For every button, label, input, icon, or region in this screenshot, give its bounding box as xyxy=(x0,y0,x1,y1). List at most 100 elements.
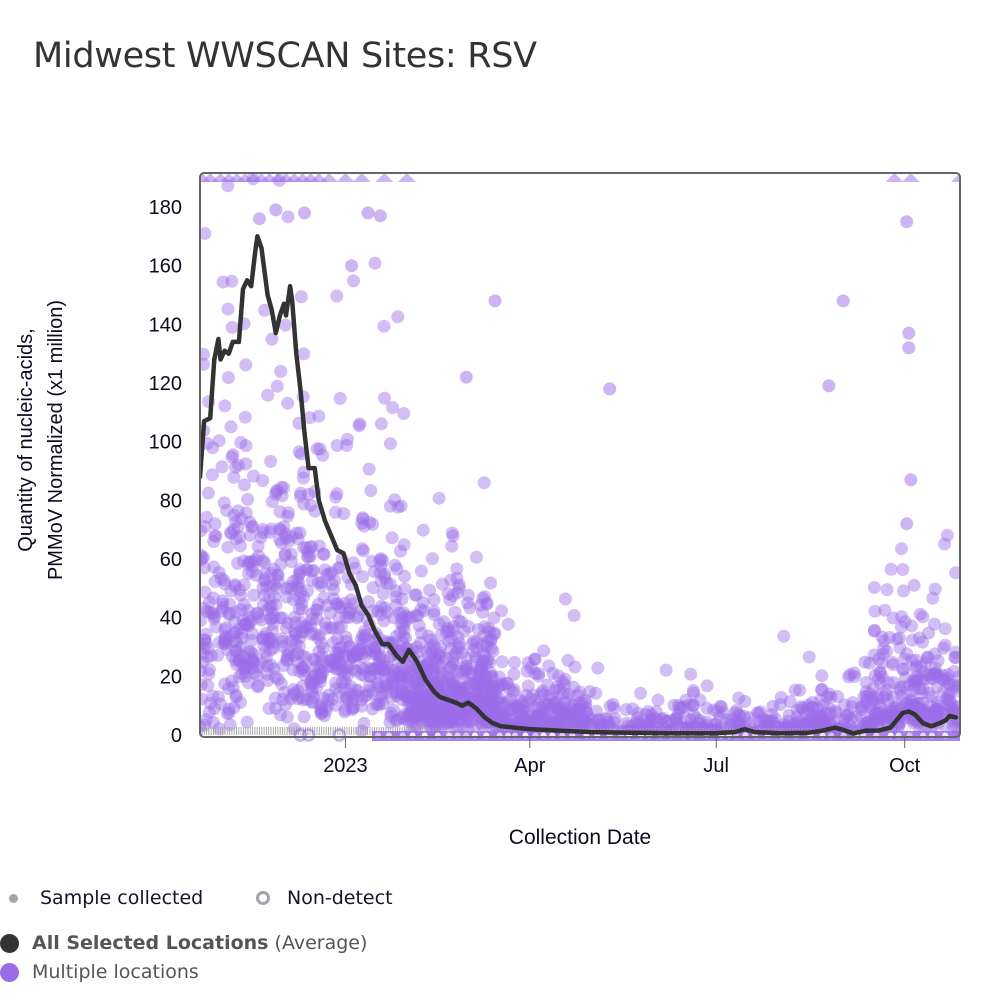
scatter-point xyxy=(234,588,248,602)
scatter-point xyxy=(291,655,305,669)
scatter-point xyxy=(482,703,496,717)
scatter-point xyxy=(405,691,419,705)
legend-item-average[interactable]: All Selected Locations (Average) xyxy=(0,932,367,954)
scatter-point xyxy=(389,629,403,643)
scatter-point xyxy=(284,692,298,706)
scatter-point xyxy=(564,703,578,716)
scatter-point xyxy=(488,294,502,308)
scatter-point xyxy=(421,699,435,713)
scatter-point xyxy=(443,707,457,721)
scatter-point xyxy=(364,670,378,684)
scatter-point xyxy=(445,624,459,638)
scatter-point xyxy=(243,556,257,569)
scatter-point xyxy=(297,668,311,682)
scatter-point xyxy=(300,563,314,577)
scatter-point xyxy=(412,708,426,721)
scatter-point xyxy=(361,206,375,220)
scatter-point xyxy=(346,694,359,708)
scatter-point xyxy=(619,703,633,716)
scatter-point xyxy=(267,590,281,604)
scatter-point xyxy=(228,626,242,639)
scatter-point xyxy=(322,688,336,702)
scatter-point xyxy=(938,537,951,551)
scatter-point xyxy=(417,686,431,700)
scatter-point xyxy=(260,667,274,681)
scatter-point xyxy=(264,658,278,672)
legend-item-sample-collected[interactable]: Sample collected xyxy=(9,887,203,909)
scatter-point xyxy=(200,638,208,652)
scatter-point xyxy=(416,596,430,610)
scatter-point xyxy=(218,577,232,591)
scatter-point xyxy=(241,610,255,624)
scatter-point xyxy=(414,693,428,707)
scatter-point xyxy=(391,310,405,324)
scatter-point xyxy=(269,598,283,612)
scatter-point xyxy=(532,669,546,683)
scatter-point xyxy=(247,469,260,483)
scatter-point xyxy=(395,592,409,606)
scatter-point xyxy=(315,654,329,668)
scatter-point xyxy=(402,708,416,722)
scatter-point xyxy=(265,332,279,346)
scatter-point xyxy=(428,702,442,716)
scatter-point xyxy=(396,666,410,680)
scatter-point xyxy=(549,695,563,709)
scatter-point xyxy=(296,471,310,485)
scatter-point xyxy=(258,572,272,586)
scatter-point xyxy=(397,538,411,552)
scatter-point xyxy=(277,481,291,495)
scatter-point xyxy=(377,319,391,333)
scatter-point xyxy=(200,655,210,669)
scatter-point xyxy=(245,627,259,640)
scatter-point xyxy=(214,697,228,711)
scatter-point xyxy=(266,606,280,620)
scatter-point xyxy=(408,707,422,721)
scatter-point xyxy=(301,621,315,635)
scatter-point xyxy=(325,692,339,706)
scatter-point xyxy=(328,573,342,587)
scatter-point xyxy=(855,703,869,717)
scatter-point xyxy=(401,697,415,711)
scatter-point xyxy=(315,636,328,650)
scatter-point xyxy=(400,714,414,728)
scatter-point xyxy=(218,630,232,643)
scatter-point xyxy=(201,486,215,500)
scatter-point xyxy=(281,616,295,630)
scatter-point xyxy=(219,621,233,635)
scatter-point xyxy=(472,693,486,706)
scatter-point xyxy=(281,645,295,659)
scatter-point xyxy=(319,704,333,718)
scatter-point xyxy=(425,645,438,659)
scatter-point xyxy=(802,650,816,664)
scatter-point xyxy=(374,417,388,431)
scatter-point xyxy=(480,639,494,653)
scatter-point xyxy=(430,676,444,690)
scatter-point xyxy=(264,643,278,657)
scatter-point xyxy=(303,549,317,563)
scatter-point xyxy=(223,630,237,644)
y-tick-label: 100 xyxy=(149,432,182,454)
scatter-point xyxy=(297,710,311,724)
legend-item-non-detect[interactable]: Non-detect xyxy=(256,887,393,909)
scatter-point xyxy=(404,668,418,682)
scatter-point xyxy=(567,680,581,694)
scatter-point xyxy=(240,715,254,729)
scatter-point xyxy=(288,627,302,641)
scatter-point xyxy=(252,212,266,226)
scatter-point xyxy=(793,716,807,730)
scatter-point xyxy=(218,623,232,637)
scatter-point xyxy=(291,532,305,546)
legend-item-multiple-locations[interactable]: Multiple locations xyxy=(0,961,199,983)
scatter-point xyxy=(896,563,910,576)
scatter-point xyxy=(292,576,306,590)
scatter-point xyxy=(374,575,388,588)
scatter-point xyxy=(416,523,430,537)
scatter-point xyxy=(482,693,496,707)
scatter-point xyxy=(473,663,487,677)
scatter-point xyxy=(291,684,305,698)
scatter-point xyxy=(411,609,425,623)
scatter-point xyxy=(314,704,327,718)
scatter-point xyxy=(305,686,319,700)
scatter-point xyxy=(873,677,887,691)
scatter-point xyxy=(463,601,477,615)
